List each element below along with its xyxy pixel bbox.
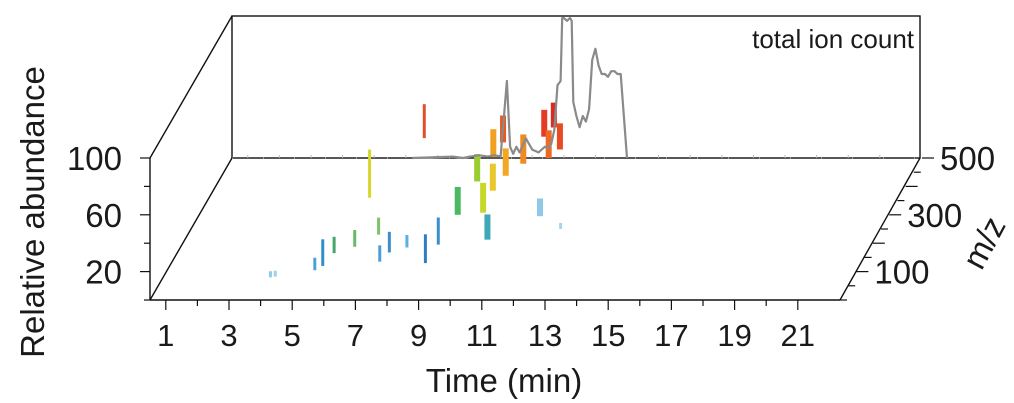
peak-bar [537, 198, 543, 217]
tic-series-line [412, 16, 629, 160]
x-tick-label: 5 [284, 318, 301, 353]
x-tick-label: 7 [347, 318, 364, 353]
peak-bar [474, 154, 481, 182]
peak-bar [332, 236, 336, 254]
y-tick-label: 100 [67, 140, 122, 177]
y-axis-label: Relative abundance [14, 66, 51, 358]
peak-bar [368, 149, 372, 198]
peak-bar [405, 235, 409, 248]
x-tick-label: 9 [410, 318, 427, 353]
peak-bar [490, 129, 497, 158]
peak-bar [541, 109, 548, 137]
peak-bar [353, 230, 357, 247]
peak-bar [556, 123, 563, 150]
z-axis-line [839, 157, 921, 301]
x-tick-label: 13 [528, 318, 562, 353]
z-tick-label: 100 [874, 254, 929, 291]
peak-bar [480, 182, 487, 213]
peak-bar [378, 245, 382, 262]
peak-bar [422, 104, 426, 139]
peak-bar [489, 163, 496, 191]
y-tick-label: 20 [85, 254, 122, 291]
floor-left-edge [149, 157, 233, 301]
z-tick-label: 300 [907, 197, 962, 234]
peak-bar [268, 271, 272, 278]
peak-bar [387, 231, 391, 253]
left-wall-top-edge [149, 15, 233, 159]
tic-panel [231, 15, 921, 159]
peak-bar [273, 270, 277, 277]
peak-bar [321, 239, 325, 266]
x-tick-label: 1 [157, 318, 174, 353]
peak-bar [484, 214, 491, 240]
x-tick-label: 17 [654, 318, 688, 353]
peak-bar [423, 234, 427, 264]
x-tick-label: 21 [781, 318, 815, 353]
z-axis-label: m/z [955, 210, 1013, 274]
peak-bar [559, 222, 563, 229]
peak-bar [520, 134, 527, 164]
peak-bar [313, 257, 317, 271]
x-tick-label: 11 [466, 318, 498, 353]
x-tick-label: 3 [220, 318, 237, 353]
y-tick-label: 60 [85, 197, 122, 234]
tic-annotation: total ion count [752, 24, 915, 54]
peak-bar [550, 102, 557, 128]
x-axis-label: Time (min) [426, 362, 582, 399]
x-tick-label: 15 [591, 318, 625, 353]
peak-bar [377, 217, 381, 235]
peak-bar [545, 130, 552, 158]
x-tick-label: 19 [717, 318, 751, 353]
peak-bar [454, 186, 461, 215]
peak-bar [436, 217, 440, 245]
peak-bar [502, 148, 509, 176]
z-tick-label: 500 [940, 140, 995, 177]
